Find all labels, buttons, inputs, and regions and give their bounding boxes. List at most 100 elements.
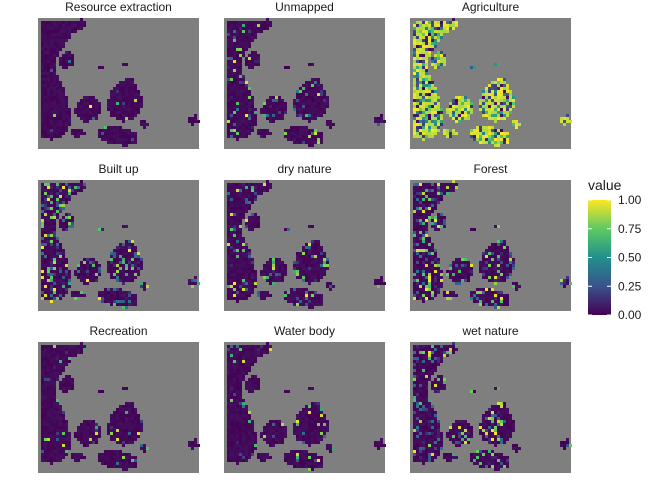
map-cell <box>470 297 473 300</box>
map-cell <box>80 276 83 279</box>
map-cell <box>449 132 452 135</box>
map-cell <box>59 93 62 96</box>
map-cell <box>242 348 245 351</box>
map-cell <box>251 285 254 288</box>
map-cell <box>245 201 248 204</box>
map-cell <box>131 270 134 273</box>
map-cell <box>251 222 254 225</box>
map-cell <box>248 57 251 60</box>
map-cell <box>269 186 272 189</box>
map-cell <box>47 291 50 294</box>
map-cell <box>509 96 512 99</box>
map-cell <box>245 96 248 99</box>
map-cell <box>59 417 62 420</box>
map-cell <box>500 300 503 303</box>
map-cell <box>458 111 461 114</box>
map-cell <box>263 438 266 441</box>
map-cell <box>416 132 419 135</box>
map-cell <box>464 99 467 102</box>
map-cell <box>272 420 275 423</box>
map-cell <box>245 381 248 384</box>
map-cell <box>131 249 134 252</box>
map-cell <box>413 78 416 81</box>
map-cell <box>305 426 308 429</box>
map-cell <box>506 261 509 264</box>
map-cell <box>59 285 62 288</box>
map-cell <box>236 138 239 141</box>
map-cell <box>227 216 230 219</box>
map-cell <box>50 237 53 240</box>
map-cell <box>80 24 83 27</box>
map-cell <box>56 78 59 81</box>
map-cell <box>314 261 317 264</box>
map-cell <box>503 135 506 138</box>
map-cell <box>254 63 257 66</box>
map-cell <box>428 84 431 87</box>
map-cell <box>488 297 491 300</box>
map-cell <box>44 102 47 105</box>
map-cell <box>113 465 116 468</box>
map-cell <box>59 291 62 294</box>
map-cell <box>131 414 134 417</box>
map-cell <box>422 285 425 288</box>
map-cell <box>230 45 233 48</box>
map-cell <box>512 96 515 99</box>
map-cell <box>68 186 71 189</box>
map-cell <box>119 438 122 441</box>
map-cell <box>422 210 425 213</box>
map-cell <box>311 405 314 408</box>
map-cell <box>245 291 248 294</box>
map-cell <box>62 129 65 132</box>
map-cell <box>305 105 308 108</box>
map-cell <box>242 414 245 417</box>
map-cell <box>263 426 266 429</box>
map-cell <box>437 288 440 291</box>
map-cell <box>71 27 74 30</box>
map-cell <box>83 264 86 267</box>
map-cell <box>50 99 53 102</box>
map-cell <box>116 258 119 261</box>
map-cell <box>302 420 305 423</box>
map-cell <box>245 111 248 114</box>
map-cell <box>65 360 68 363</box>
map-cell <box>437 96 440 99</box>
map-cell <box>230 276 233 279</box>
map-cell <box>47 372 50 375</box>
map-cell <box>302 270 305 273</box>
map-cell <box>227 369 230 372</box>
map-cell <box>128 138 131 141</box>
map-cell <box>62 453 65 456</box>
map-cell <box>416 78 419 81</box>
map-cell <box>245 264 248 267</box>
map-cell <box>242 438 245 441</box>
map-cell <box>419 108 422 111</box>
map-cell <box>455 258 458 261</box>
map-cell <box>230 189 233 192</box>
map-cell <box>251 447 254 450</box>
map-cell <box>566 276 569 279</box>
map-cell <box>311 144 314 147</box>
map-cell <box>434 36 437 39</box>
map-cell <box>59 132 62 135</box>
map-cell <box>428 258 431 261</box>
map-cell <box>299 300 302 303</box>
map-cell <box>293 303 296 306</box>
map-cell <box>488 102 491 105</box>
map-cell <box>239 258 242 261</box>
map-cell <box>83 429 86 432</box>
map-cell <box>50 54 53 57</box>
map-cell <box>416 51 419 54</box>
map-cell <box>326 264 329 267</box>
map-cell <box>41 111 44 114</box>
map-cell <box>452 276 455 279</box>
map-cell <box>422 207 425 210</box>
map-cell <box>50 72 53 75</box>
map-cell <box>269 258 272 261</box>
map-cell <box>311 267 314 270</box>
map-cell <box>239 261 242 264</box>
map-cell <box>50 258 53 261</box>
map-cell <box>425 39 428 42</box>
map-cell <box>380 438 383 441</box>
map-cell <box>233 192 236 195</box>
map-cell <box>125 291 128 294</box>
